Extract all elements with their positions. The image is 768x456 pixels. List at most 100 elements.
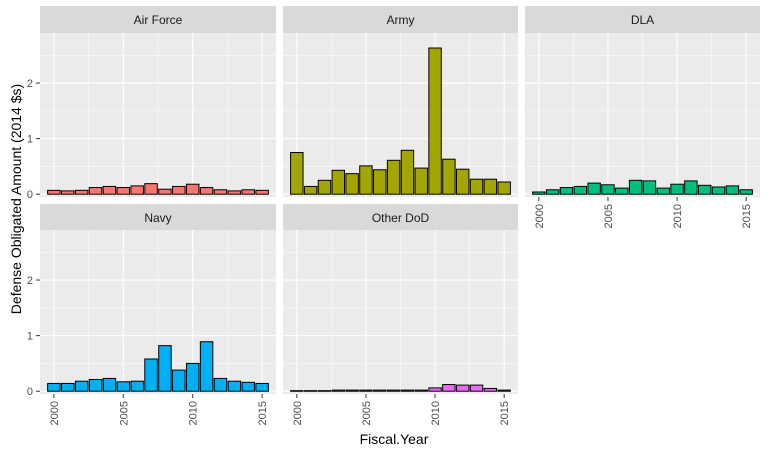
bar-dla-2005 <box>601 184 615 195</box>
x-tick-label: 2000 <box>49 401 61 425</box>
x-tick-label: 2015 <box>257 401 269 425</box>
bar-dla-2007 <box>628 179 643 195</box>
bar-navy-2015 <box>255 382 269 392</box>
x-tick-label: 2010 <box>188 401 200 425</box>
bar-other-dod-2000 <box>290 390 304 392</box>
bar-army-2013 <box>469 178 484 195</box>
panel-dla: DLA 2000 2005 2010 2015 <box>525 6 760 228</box>
bar-navy-2010 <box>185 362 200 392</box>
panel-other-dod: Other DoD 2000 2005 2010 2015 <box>283 204 518 425</box>
bar-army-2006 <box>373 169 387 195</box>
bar-army-2004 <box>345 173 359 195</box>
x-tick-label: 2000 <box>534 204 546 228</box>
x-tick-label: 2010 <box>430 401 442 425</box>
bar-other-dod-2004 <box>345 389 359 392</box>
bar-air-force-2012 <box>213 189 228 195</box>
bar-air-force-2001 <box>61 190 75 195</box>
strip-air-force <box>40 6 276 33</box>
bar-air-force-2005 <box>116 187 131 195</box>
bar-other-dod-2010 <box>428 387 442 392</box>
bar-navy-2007 <box>144 358 158 392</box>
bar-navy-2003 <box>88 379 103 392</box>
bar-army-2015 <box>497 181 511 195</box>
x-tick-label: 2005 <box>118 401 130 425</box>
bar-air-force-2010 <box>185 183 200 195</box>
bar-navy-2005 <box>116 381 131 392</box>
bar-other-dod-2012 <box>455 384 470 392</box>
panel-army: Army <box>283 6 518 197</box>
x-tick-label: 2010 <box>672 204 684 228</box>
bar-other-dod-2008 <box>400 389 415 392</box>
bar-air-force-2004 <box>102 185 117 195</box>
bar-other-dod-2005 <box>359 389 373 392</box>
bar-air-force-2003 <box>88 187 103 195</box>
bar-other-dod-2002 <box>317 390 332 392</box>
bar-air-force-2007 <box>144 183 158 195</box>
bar-army-2008 <box>400 149 415 195</box>
strip-label-other-dod: Other DoD <box>372 211 430 225</box>
bar-navy-2008 <box>158 345 172 392</box>
bar-army-2010 <box>428 47 442 195</box>
bar-air-force-2006 <box>130 185 144 195</box>
bar-navy-2001 <box>61 382 75 392</box>
y-tick-label: 1 <box>27 331 33 343</box>
bar-army-2012 <box>455 168 470 195</box>
x-tick-label: 2015 <box>499 401 511 425</box>
bar-other-dod-2006 <box>373 389 387 392</box>
bar-navy-2002 <box>74 380 89 392</box>
bar-navy-2006 <box>130 380 144 392</box>
strip-label-dla: DLA <box>631 13 654 27</box>
bar-navy-2009 <box>172 369 186 392</box>
bar-dla-2000 <box>532 191 546 195</box>
bar-navy-2000 <box>47 382 61 392</box>
bar-dla-2013 <box>711 186 726 195</box>
y-tick-label: 2 <box>27 78 33 90</box>
facet-panels: Air Force 0 1 2 Army DLA 2000 2005 2010 2015 Navy 0… <box>27 6 760 425</box>
bar-dla-2006 <box>615 187 629 195</box>
bar-dla-2011 <box>684 180 698 195</box>
strip-label-navy: Navy <box>144 211 171 225</box>
bar-other-dod-2014 <box>483 387 498 392</box>
bar-army-2007 <box>386 159 401 195</box>
bar-other-dod-2015 <box>497 389 511 392</box>
bar-army-2001 <box>303 185 318 195</box>
bar-air-force-2013 <box>227 190 242 195</box>
bar-dla-2001 <box>545 189 560 195</box>
bar-air-force-2011 <box>199 187 214 195</box>
y-tick-label: 1 <box>27 134 33 146</box>
strip-label-army: Army <box>387 13 415 27</box>
strip-label-air-force: Air Force <box>134 13 183 27</box>
strip-navy <box>40 204 276 231</box>
bar-army-2009 <box>414 167 428 195</box>
bar-other-dod-2009 <box>414 389 428 392</box>
panel-navy: Navy 0 1 2 2000 2005 2010 2015 <box>27 204 276 425</box>
bar-army-2002 <box>317 179 332 195</box>
bar-air-force-2015 <box>255 189 269 195</box>
bar-navy-2014 <box>241 381 255 392</box>
bar-other-dod-2011 <box>442 384 456 392</box>
bar-other-dod-2001 <box>303 390 318 392</box>
bar-dla-2010 <box>670 183 684 195</box>
bar-navy-2004 <box>102 377 117 392</box>
bar-air-force-2002 <box>74 189 89 195</box>
bar-army-2000 <box>290 152 304 195</box>
bar-navy-2011 <box>199 341 214 392</box>
bar-army-2003 <box>331 169 346 195</box>
bar-air-force-2009 <box>172 185 186 195</box>
y-tick-label: 2 <box>27 275 33 287</box>
bar-dla-2015 <box>739 189 753 195</box>
x-tick-label: 2000 <box>292 401 304 425</box>
strip-other-dod <box>283 204 518 231</box>
bar-navy-2013 <box>227 380 242 392</box>
y-tick-label: 0 <box>27 386 33 398</box>
strip-army <box>283 6 518 33</box>
bar-dla-2002 <box>559 187 574 195</box>
bar-navy-2012 <box>213 377 228 392</box>
y-axis-title: Defense Obligated Amount (2014 $s) <box>8 84 24 314</box>
bar-army-2011 <box>442 158 456 195</box>
bar-other-dod-2007 <box>386 389 401 392</box>
bar-other-dod-2013 <box>469 384 484 392</box>
panel-air-force: Air Force 0 1 2 <box>27 6 276 201</box>
bar-army-2005 <box>359 165 373 195</box>
